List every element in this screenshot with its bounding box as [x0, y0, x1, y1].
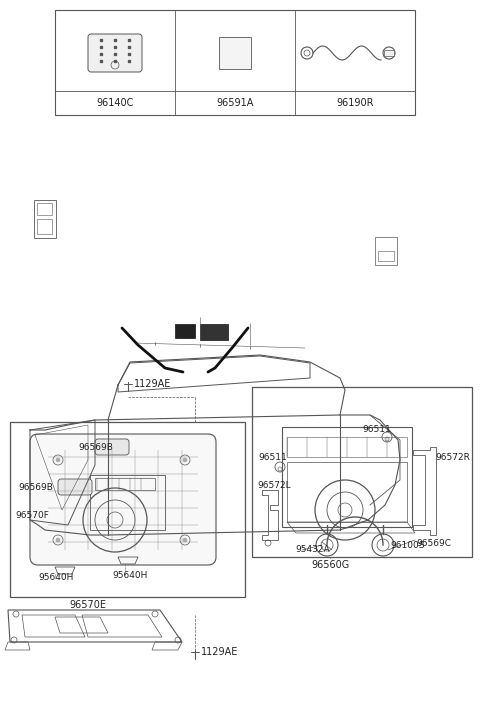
Circle shape [56, 458, 60, 462]
FancyBboxPatch shape [88, 34, 142, 72]
Text: 96570E: 96570E [70, 600, 107, 610]
Circle shape [183, 538, 187, 542]
Bar [219, 37, 251, 69]
Text: 1129AE: 1129AE [134, 379, 171, 389]
Text: 96569C: 96569C [416, 539, 451, 548]
FancyBboxPatch shape [58, 479, 92, 495]
Text: 95640H: 95640H [38, 573, 73, 582]
Bar [95, 478, 155, 490]
Text: 96511: 96511 [362, 426, 391, 434]
Text: 96100S: 96100S [390, 541, 424, 549]
Bar [287, 437, 407, 457]
Text: 96569B: 96569B [78, 443, 113, 451]
Bar [37, 219, 52, 234]
Bar [175, 324, 195, 338]
Text: 96570F: 96570F [15, 510, 49, 520]
Bar [384, 50, 394, 56]
Text: 95640H: 95640H [112, 570, 147, 580]
Text: 96569B: 96569B [18, 482, 53, 491]
Circle shape [56, 538, 60, 542]
Bar [200, 324, 228, 340]
Text: 95432A: 95432A [295, 546, 330, 555]
Text: 96591A: 96591A [216, 98, 254, 108]
Bar [378, 251, 394, 261]
Bar [34, 200, 56, 238]
Text: 96572R: 96572R [435, 453, 470, 462]
FancyBboxPatch shape [95, 439, 129, 455]
Bar [10, 422, 245, 597]
Bar [252, 387, 472, 557]
Text: 96572L: 96572L [257, 481, 290, 489]
Text: 1129AE: 1129AE [201, 647, 239, 657]
Text: 96140C: 96140C [96, 98, 134, 108]
Text: 96190R: 96190R [336, 98, 374, 108]
Text: 96560G: 96560G [311, 560, 349, 570]
Bar [287, 462, 407, 522]
FancyBboxPatch shape [30, 434, 216, 565]
Bar [282, 427, 412, 527]
Bar [90, 475, 165, 530]
Bar [375, 237, 397, 265]
Circle shape [183, 458, 187, 462]
Bar [37, 203, 52, 215]
Bar [55, 10, 415, 115]
Text: 96511: 96511 [258, 453, 287, 462]
